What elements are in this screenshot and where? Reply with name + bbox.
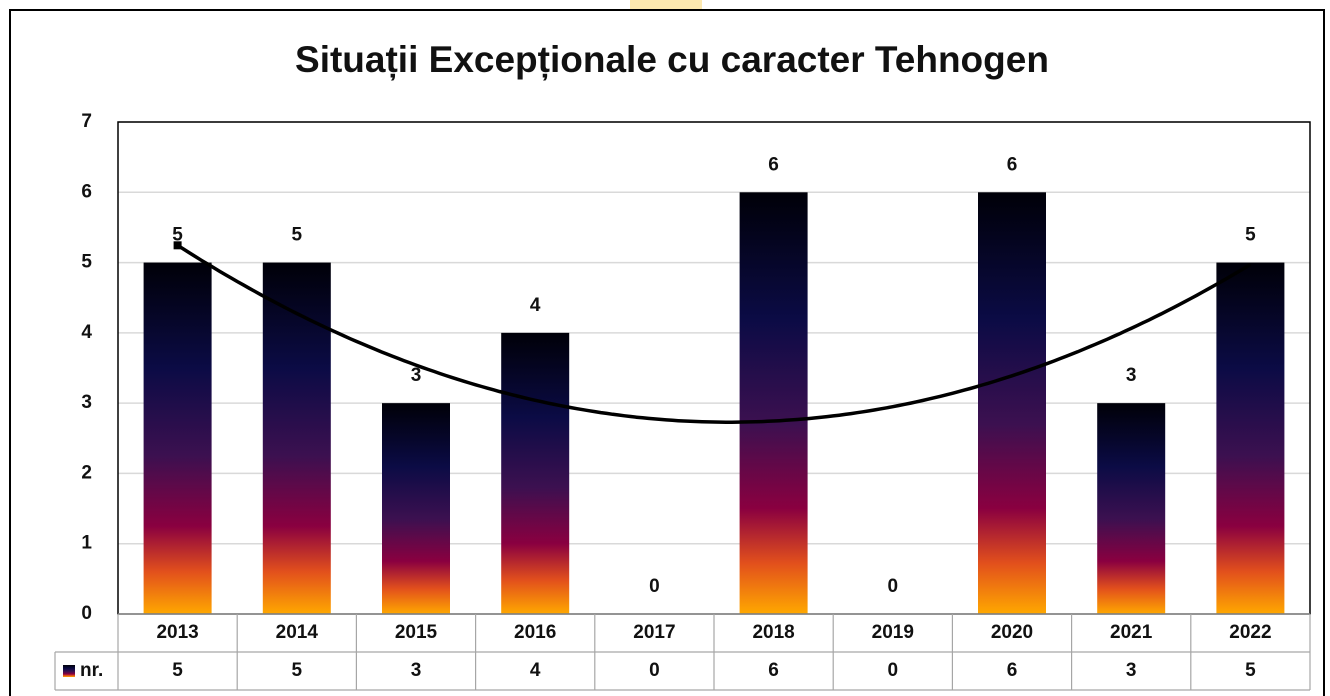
y-tick-label: 5	[81, 252, 92, 273]
trendline	[176, 243, 1252, 424]
bar	[978, 192, 1046, 615]
x-tick-label: 2018	[752, 622, 794, 643]
decoration	[630, 0, 702, 9]
data-label: 0	[649, 576, 660, 597]
y-tick-label: 4	[81, 322, 92, 343]
data-label: 0	[888, 576, 899, 597]
table-value: 3	[1126, 660, 1137, 681]
legend-key	[63, 665, 75, 677]
data-label: 6	[768, 154, 779, 175]
y-tick-label: 6	[81, 181, 92, 202]
bar	[1097, 403, 1166, 614]
x-tick-label: 2016	[514, 622, 556, 643]
data-label: 5	[1245, 225, 1256, 246]
chart-title: Situații Excepționale cu caracter Tehnog…	[295, 39, 1049, 81]
table-value: 4	[530, 660, 541, 681]
x-tick-label: 2015	[395, 622, 438, 643]
x-tick-label: 2013	[156, 622, 198, 643]
trendline-marker	[173, 241, 182, 250]
data-label: 6	[1007, 154, 1018, 175]
data-label: 3	[411, 365, 422, 386]
data-label: 5	[292, 225, 303, 246]
table-value: 0	[649, 660, 660, 681]
table-value: 0	[888, 660, 899, 681]
x-tick-label: 2022	[1229, 622, 1271, 643]
table-value: 5	[1245, 660, 1256, 681]
x-tick-label: 2014	[276, 622, 319, 643]
table-value: 6	[1007, 660, 1018, 681]
y-tick-label: 2	[81, 462, 92, 483]
x-tick-label: 2021	[1110, 622, 1153, 643]
y-tick-label: 7	[81, 111, 92, 132]
legend-label: nr.	[80, 660, 103, 681]
x-tick-label: 2020	[991, 622, 1033, 643]
bar	[143, 262, 212, 614]
y-tick-label: 0	[81, 603, 92, 624]
y-tick-label: 3	[81, 392, 92, 413]
table-value: 5	[292, 660, 303, 681]
bar	[1216, 262, 1285, 614]
y-tick-label: 1	[81, 533, 92, 554]
data-label: 3	[1126, 365, 1137, 386]
table-value: 3	[411, 660, 422, 681]
bar	[262, 262, 331, 614]
x-tick-label: 2019	[872, 622, 914, 643]
data-label: 5	[172, 225, 183, 246]
x-tick-label: 2017	[633, 622, 675, 643]
table-value: 5	[172, 660, 183, 681]
bar	[501, 332, 570, 614]
table-value: 6	[768, 660, 779, 681]
bar	[382, 403, 450, 614]
data-label: 4	[530, 295, 541, 316]
bar	[739, 192, 808, 615]
